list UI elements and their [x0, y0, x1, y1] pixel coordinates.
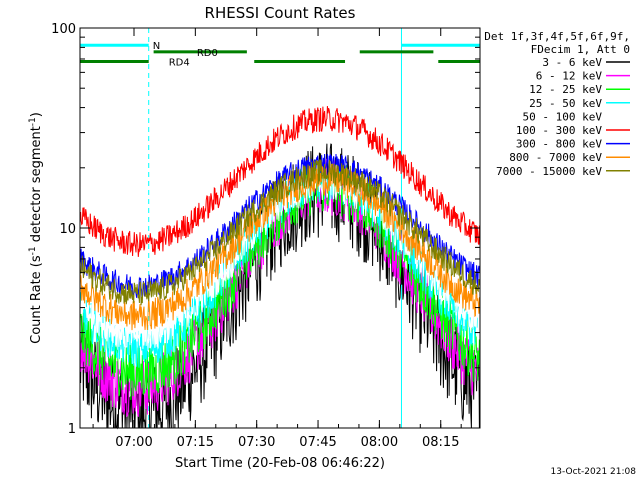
y-tick-label-2: 10 — [59, 222, 76, 237]
series-trace-4 — [79, 164, 481, 368]
y-axis-label-mid: detector segment — [29, 126, 44, 246]
series-trace-7 — [79, 153, 481, 299]
y-axis-label-end: ) — [29, 112, 44, 117]
flag-rd4-segment-3 — [438, 59, 480, 63]
y-axis-label-sup2: -1 — [28, 117, 38, 126]
flag-n-segment-2 — [401, 43, 480, 47]
x-tick-label-6: 08:15 — [422, 435, 459, 450]
series-trace-9 — [79, 159, 481, 306]
flag-label-n: N — [153, 41, 160, 52]
x-tick-label-1: 07:00 — [115, 435, 152, 450]
y-axis-label-main: Count Rate (s — [29, 255, 44, 344]
x-tick-label-3: 07:30 — [238, 435, 275, 450]
legend-entry-label-2: 6 - 12 keV — [536, 70, 603, 83]
legend-entry-label-5: 50 - 100 keV — [523, 110, 603, 123]
flag-rd0-segment-1 — [153, 50, 247, 54]
legend-entry-label-1: 3 - 6 keV — [542, 56, 602, 69]
flag-rd4-segment-1 — [80, 59, 149, 63]
flag-rd4-segment-2 — [254, 59, 346, 63]
y-axis-label-sup1: -1 — [28, 246, 38, 255]
x-axis-label: Start Time (20-Feb-08 06:46:22) — [175, 456, 385, 471]
chart-title: RHESSI Count Rates — [205, 4, 356, 22]
flag-label-rd0: RD0 — [197, 48, 218, 59]
x-tick-label-2: 07:15 — [177, 435, 214, 450]
legend-entry-label-7: 300 - 800 keV — [516, 138, 602, 151]
legend-header-line-1: Det 1f,3f,4f,5f,6f,9f, — [484, 30, 630, 43]
legend-entry-label-8: 800 - 7000 keV — [509, 151, 602, 164]
y-axis-label: Count Rate (s-1 detector segment-1) — [28, 112, 44, 344]
x-axis: 07:00 07:15 07:30 07:45 08:00 08:15 — [92, 28, 462, 450]
series-trace-6 — [79, 105, 481, 257]
flag-n-segment-1 — [80, 43, 149, 47]
legend-entry-label-9: 7000 - 15000 keV — [496, 165, 602, 178]
x-tick-label-5: 08:00 — [361, 435, 398, 450]
legend-header-line-2: FDecim 1, Att 0 — [531, 43, 630, 56]
legend-entry-label-4: 25 - 50 keV — [529, 97, 602, 110]
y-tick-label-3: 100 — [51, 22, 76, 37]
legend: Det 1f,3f,4f,5f,6f,9f, FDecim 1, Att 0 3… — [484, 30, 630, 178]
flag-label-rd4: RD4 — [169, 57, 190, 68]
legend-entry-label-6: 100 - 300 keV — [516, 124, 602, 137]
y-tick-label-1: 1 — [68, 422, 76, 437]
flag-rd0-segment-2 — [359, 50, 434, 54]
x-tick-label-4: 07:45 — [299, 435, 336, 450]
legend-entry-label-3: 12 - 25 keV — [529, 83, 602, 96]
generation-timestamp: 13-Oct-2021 21:08 — [551, 467, 637, 477]
y-axis: 1 10 100 — [51, 22, 480, 437]
